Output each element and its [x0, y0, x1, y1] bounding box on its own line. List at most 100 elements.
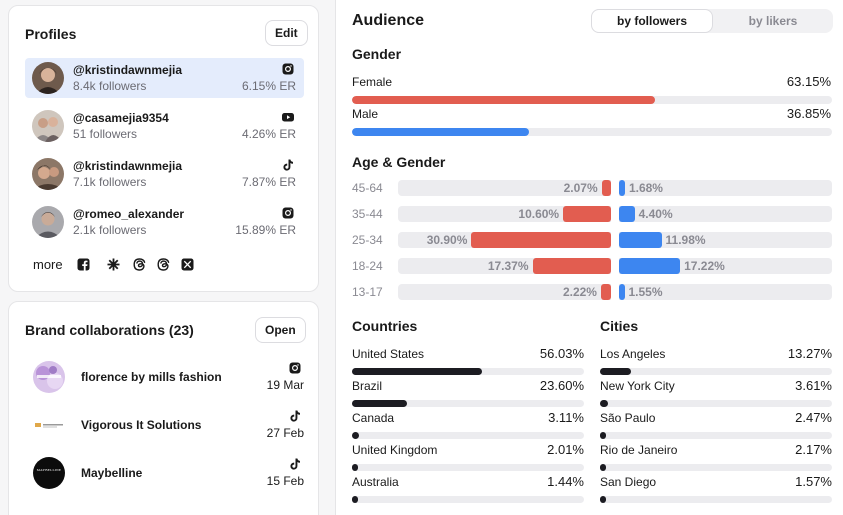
country-bar: [352, 464, 358, 471]
city-name: San Diego: [600, 475, 657, 489]
profile-row[interactable]: @casamejia9354 51 followers 4.26% ER: [25, 106, 304, 146]
brand-name: Maybelline: [81, 466, 143, 480]
gender-value-female: 63.15%: [786, 74, 831, 89]
country-value: 56.03%: [539, 346, 584, 361]
city-bar: [600, 400, 609, 407]
brand-row[interactable]: Vigorous It Solutions 27 Feb: [33, 409, 304, 443]
brand-date: 19 Mar: [266, 378, 304, 392]
female-value: 2.22%: [562, 285, 597, 299]
city-value: 13.27%: [787, 346, 832, 361]
female-track: 30.90%: [398, 232, 611, 248]
male-bar: [619, 232, 662, 248]
city-value: 2.47%: [795, 410, 832, 425]
country-track: [352, 400, 584, 407]
profile-handle: @casamejia9354: [73, 111, 169, 125]
country-name: Australia: [352, 475, 399, 489]
country-value: 23.60%: [539, 378, 584, 393]
threads-icon[interactable]: [157, 258, 170, 271]
country-bar: [352, 496, 358, 503]
city-track: [600, 400, 832, 407]
brand-logo: [33, 409, 65, 441]
male-value: 1.68%: [628, 181, 663, 195]
profile-row[interactable]: @romeo_alexander 2.1k followers 15.89% E…: [25, 202, 304, 242]
tab-by-likers[interactable]: by likers: [748, 14, 798, 28]
age-gender-row: 13-17 2.22% 1.55%: [352, 284, 832, 300]
female-value: 30.90%: [426, 233, 468, 247]
female-value: 2.07%: [563, 181, 598, 195]
profile-er: 4.26% ER: [241, 127, 296, 141]
country-name: Brazil: [352, 379, 383, 393]
city-track: [600, 496, 832, 503]
city-track: [600, 368, 832, 375]
profile-followers: 8.4k followers: [73, 79, 147, 93]
country-track: [352, 432, 584, 439]
audience-title: Audience: [352, 12, 425, 29]
city-value: 3.61%: [795, 378, 832, 393]
male-value: 11.98%: [665, 233, 706, 247]
tiktok-icon: [283, 159, 293, 171]
age-gender-row: 25-34 30.90% 11.98%: [352, 232, 832, 248]
age-label: 25-34: [352, 233, 383, 247]
avatar: [32, 158, 64, 190]
gender-value-male: 36.85%: [786, 106, 831, 121]
brand-row[interactable]: florence by mills fashion 19 Mar: [33, 361, 304, 395]
male-value: 1.55%: [628, 285, 663, 299]
male-bar: [619, 206, 635, 222]
countries-title: Countries: [352, 318, 418, 334]
male-track: 4.40%: [619, 206, 832, 222]
edit-button[interactable]: Edit: [265, 20, 308, 46]
avatar: [32, 62, 64, 94]
city-value: 2.17%: [795, 442, 832, 457]
brands-title: Brand collaborations (23): [25, 322, 194, 338]
profile-followers: 51 followers: [73, 127, 138, 141]
country-track: [352, 368, 584, 375]
female-value: 17.37%: [487, 259, 529, 273]
female-bar: [600, 284, 611, 300]
country-bar: [352, 368, 482, 375]
city-name: New York City: [600, 379, 675, 393]
brand-row[interactable]: MAYBELLINE Maybelline 15 Feb: [33, 457, 304, 491]
threads-icon[interactable]: [133, 258, 146, 271]
city-track: [600, 464, 832, 471]
gender-bar-female: [352, 96, 656, 104]
profile-handle: @kristindawnmejia: [73, 159, 183, 173]
female-bar: [471, 232, 611, 248]
open-button[interactable]: Open: [255, 317, 306, 343]
facebook-icon[interactable]: [77, 258, 90, 271]
audience-source-toggle: by followers by likers: [591, 9, 833, 33]
age-label: 35-44: [352, 207, 383, 221]
cities-title: Cities: [600, 318, 639, 334]
maybelline-logo: MAYBELLINE: [33, 457, 65, 489]
profile-handle: @kristindawnmejia: [73, 63, 183, 77]
female-bar: [563, 206, 611, 222]
male-bar: [619, 284, 625, 300]
male-track: 1.68%: [619, 180, 832, 196]
profile-row[interactable]: @kristindawnmejia 7.1k followers 7.87% E…: [25, 154, 304, 194]
country-value: 2.01%: [547, 442, 584, 457]
brand-date: 27 Feb: [266, 426, 304, 440]
city-name: Rio de Janeiro: [600, 443, 678, 457]
profile-followers: 2.1k followers: [73, 223, 147, 237]
city-value: 1.57%: [795, 474, 832, 489]
instagram-icon: [282, 207, 294, 219]
female-track: 10.60%: [398, 206, 611, 222]
country-value: 1.44%: [547, 474, 584, 489]
linktree-icon[interactable]: [107, 258, 120, 271]
x-icon[interactable]: [181, 258, 194, 271]
profile-handle: @romeo_alexander: [73, 207, 185, 221]
avatar: [32, 110, 64, 142]
age-label: 18-24: [352, 259, 383, 273]
brand-name: florence by mills fashion: [81, 370, 222, 384]
youtube-icon: [282, 113, 294, 122]
age-gender-row: 45-64 2.07% 1.68%: [352, 180, 832, 196]
city-bar: [600, 368, 631, 375]
gender-label-female: Female: [352, 75, 393, 89]
city-bar: [600, 432, 606, 439]
tab-by-followers[interactable]: by followers: [591, 9, 713, 33]
instagram-icon: [289, 362, 301, 374]
brand-logo: [33, 361, 65, 393]
country-value: 3.11%: [548, 410, 584, 425]
age-label: 45-64: [352, 181, 383, 195]
profile-row[interactable]: @kristindawnmejia 8.4k followers 6.15% E…: [25, 58, 304, 98]
country-bar: [352, 432, 360, 439]
